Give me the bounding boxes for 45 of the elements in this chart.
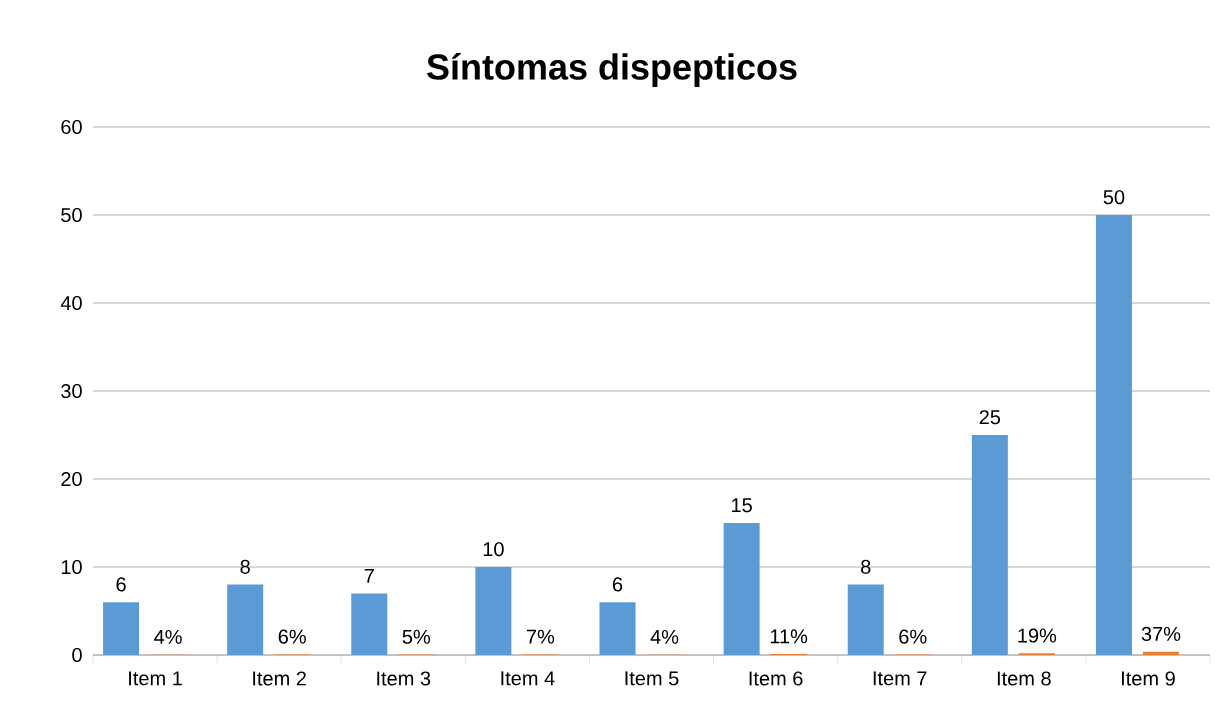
bar xyxy=(723,523,760,655)
data-label: 6% xyxy=(278,629,306,644)
y-tick-label: 0 xyxy=(72,647,82,663)
x-tick-label: Item 7 xyxy=(873,671,927,686)
x-tick-label: Item 3 xyxy=(377,671,431,686)
y-tick-label: 20 xyxy=(61,471,82,487)
data-label: 15 xyxy=(732,498,752,513)
bar xyxy=(475,567,512,655)
x-tick-label: Item 6 xyxy=(749,671,803,686)
data-label: 6 xyxy=(116,577,126,592)
data-label: 19% xyxy=(1018,628,1057,643)
bar xyxy=(103,602,140,655)
data-label: 25 xyxy=(979,410,1001,425)
bar xyxy=(599,602,636,655)
data-label: 50 xyxy=(1103,190,1125,205)
bar xyxy=(351,593,388,655)
data-label: 6 xyxy=(612,577,623,592)
data-label: 5% xyxy=(402,629,431,644)
chart-title: Síntomas dispepticos xyxy=(427,53,797,87)
data-label: 8 xyxy=(861,559,871,574)
bar xyxy=(1142,651,1179,655)
data-label: 10 xyxy=(483,542,504,557)
x-tick-label: Item 1 xyxy=(129,671,182,686)
y-tick-label: 40 xyxy=(60,295,82,311)
y-tick-label: 30 xyxy=(61,383,82,399)
data-label: 8 xyxy=(240,559,250,574)
data-label: 11% xyxy=(770,629,808,644)
x-tick-label: Item 2 xyxy=(253,671,306,686)
x-tick-label: Item 8 xyxy=(997,671,1051,686)
bar xyxy=(847,584,884,655)
x-tick-label: Item 5 xyxy=(625,671,679,686)
bar xyxy=(1095,215,1132,655)
data-label: 6% xyxy=(899,629,927,644)
x-tick-label: Item 9 xyxy=(1122,671,1175,686)
data-label: 37% xyxy=(1141,626,1181,642)
data-label: 4% xyxy=(650,629,679,644)
y-tick-label: 50 xyxy=(61,207,82,223)
data-label: 7 xyxy=(364,568,374,583)
bar xyxy=(971,435,1008,655)
x-tick-label: Item 4 xyxy=(501,671,555,686)
data-label: 7% xyxy=(526,629,555,644)
y-tick-label: 10 xyxy=(61,559,82,575)
y-tick-label: 60 xyxy=(61,119,82,135)
bar xyxy=(227,584,264,655)
data-label: 4% xyxy=(154,629,182,644)
